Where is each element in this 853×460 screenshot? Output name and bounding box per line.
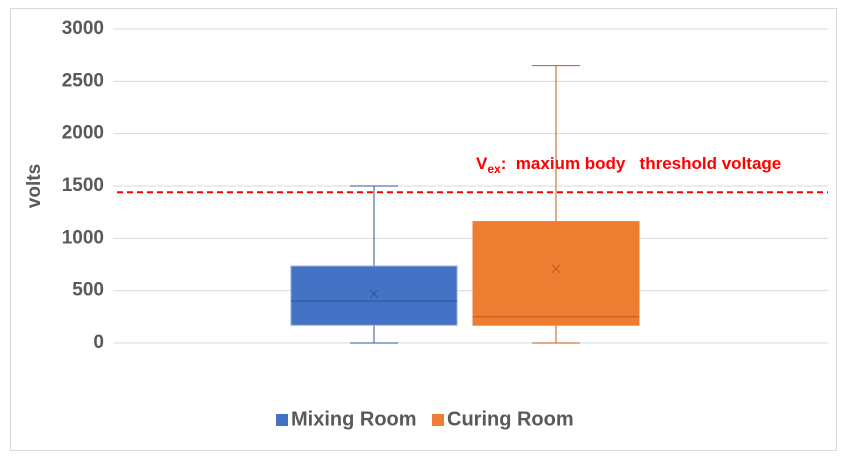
legend-swatch (432, 414, 444, 426)
y-tick-label: 2500 (62, 70, 104, 91)
mean-marker (369, 289, 379, 299)
threshold-subscript: ex (487, 162, 501, 176)
y-axis-label: volts (24, 164, 45, 208)
legend-label: Curing Room (447, 408, 574, 430)
y-tick-label: 1000 (62, 227, 104, 248)
y-tick-label: 500 (72, 280, 104, 301)
y-tick-label: 0 (93, 332, 104, 353)
y-tick-label: 3000 (62, 18, 104, 39)
threshold-text: : maxium body threshold voltage (501, 154, 782, 173)
threshold-symbol: V (476, 154, 488, 173)
y-tick-label: 2000 (62, 123, 104, 144)
box (290, 265, 458, 326)
legend-swatch (276, 414, 288, 426)
mean-marker (551, 264, 561, 274)
mean-stroke (551, 264, 561, 274)
chart-frame (10, 8, 837, 451)
threshold-label: Vex: maxium body threshold voltage (476, 154, 781, 176)
y-tick-label: 1500 (62, 175, 104, 196)
legend-label: Mixing Room (291, 408, 417, 430)
mean-stroke (369, 289, 379, 299)
box (472, 221, 640, 326)
